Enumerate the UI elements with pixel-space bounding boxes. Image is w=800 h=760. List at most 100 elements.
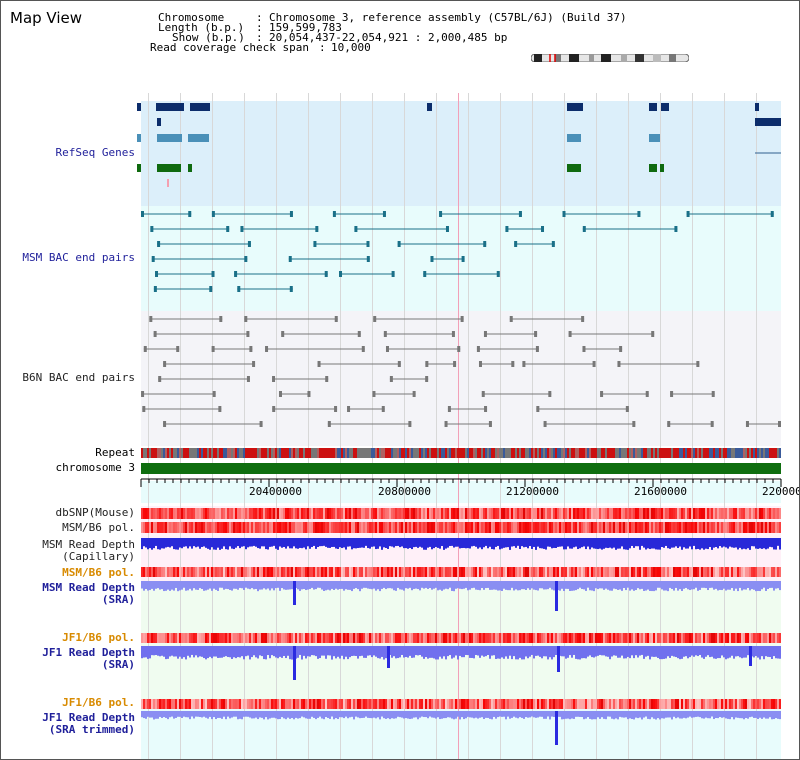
heat-cell <box>529 508 531 519</box>
heat-cell <box>719 522 721 533</box>
refseq-band <box>141 101 781 206</box>
depth-bar <box>543 711 545 719</box>
repeat-segment <box>545 448 547 458</box>
depth-bar <box>687 538 689 549</box>
bac-end-mark <box>247 241 251 247</box>
depth-bar <box>355 538 357 549</box>
depth-bar <box>455 711 457 719</box>
depth-bar <box>219 646 221 658</box>
repeat-segment <box>609 448 611 458</box>
heat-cell <box>393 508 395 519</box>
depth-bar <box>735 646 737 657</box>
heat-cell <box>719 567 721 577</box>
repeat-segment <box>707 448 709 458</box>
depth-bar <box>343 538 345 548</box>
repeat-segment <box>599 448 601 458</box>
bac-end-mark <box>543 421 547 427</box>
chromosome-ideogram[interactable] <box>531 54 689 62</box>
heat-cell <box>713 508 715 519</box>
depth-bar <box>713 711 715 720</box>
depth-bar <box>211 646 213 659</box>
heat-cell <box>459 522 461 533</box>
heat-cell <box>541 699 543 709</box>
heat-cell <box>711 699 713 709</box>
heat-cell <box>751 522 753 533</box>
heat-cell <box>505 567 507 577</box>
heat-cell <box>197 633 199 643</box>
heat-cell <box>297 567 299 577</box>
depth-bar <box>397 646 399 659</box>
repeat-segment <box>395 448 397 458</box>
depth-bar <box>673 711 675 717</box>
heat-cell <box>725 633 727 643</box>
heat-cell <box>425 699 427 709</box>
depth-bar <box>183 711 185 717</box>
depth-bar <box>309 581 311 590</box>
heat-cell <box>497 633 499 643</box>
depth-bar <box>709 581 711 588</box>
heat-cell <box>459 633 461 643</box>
heat-cell <box>777 633 779 643</box>
heat-cell <box>333 522 335 533</box>
depth-bar <box>511 646 513 660</box>
bac-end-mark <box>457 346 461 352</box>
heat-cell <box>463 508 465 519</box>
depth-bar <box>677 711 679 718</box>
depth-bar <box>423 538 425 550</box>
heat-cell <box>395 633 397 643</box>
bac-end-mark <box>582 346 586 352</box>
heat-cell <box>627 508 629 519</box>
heat-cell <box>507 567 509 577</box>
heat-cell <box>229 567 231 577</box>
depth-bar <box>453 581 455 592</box>
heat-cell <box>245 699 247 709</box>
depth-bar <box>159 646 161 657</box>
bac-end-mark <box>383 331 387 337</box>
depth-bar <box>307 711 309 719</box>
depth-bar <box>277 646 279 659</box>
heat-cell <box>483 522 485 533</box>
heat-cell <box>441 508 443 519</box>
heat-cell <box>237 508 239 519</box>
heat-cell <box>551 699 553 709</box>
heat-cell <box>521 699 523 709</box>
depth-bar <box>201 538 203 548</box>
heat-cell <box>631 633 633 643</box>
heat-cell <box>761 699 763 709</box>
heat-cell <box>395 522 397 533</box>
heat-cell <box>257 699 259 709</box>
depth-bar <box>701 711 703 719</box>
heat-cell <box>613 508 615 519</box>
heat-cell <box>709 522 711 533</box>
heat-cell <box>435 508 437 519</box>
heat-cell <box>457 508 459 519</box>
depth-bar <box>539 646 541 657</box>
heat-cell <box>591 508 593 519</box>
heat-cell <box>245 633 247 643</box>
depth-bar <box>463 711 465 720</box>
heat-cell <box>247 522 249 533</box>
heat-cell <box>455 699 457 709</box>
heat-cell <box>501 633 503 643</box>
bac-end-mark <box>150 226 154 232</box>
heat-cell <box>597 567 599 577</box>
heat-cell <box>737 508 739 519</box>
depth-bar <box>391 581 393 589</box>
heat-cell <box>183 699 185 709</box>
depth-bar <box>549 711 551 720</box>
label-b6n-bac[interactable]: B6N BAC end pairs <box>22 371 135 384</box>
depth-bar <box>215 646 217 657</box>
heat-cell <box>241 699 243 709</box>
repeat-segment <box>249 448 251 458</box>
depth-bar <box>199 538 201 549</box>
repeat-segment <box>311 448 313 458</box>
heat-cell <box>699 699 701 709</box>
heat-cell <box>609 699 611 709</box>
heat-cell <box>515 699 517 709</box>
label-refseq[interactable]: RefSeq Genes <box>55 146 135 159</box>
heat-cell <box>305 567 307 577</box>
depth-bar <box>261 581 263 590</box>
heat-cell <box>481 522 483 533</box>
label-msm-bac[interactable]: MSM BAC end pairs <box>22 251 135 264</box>
heat-cell <box>393 699 395 709</box>
